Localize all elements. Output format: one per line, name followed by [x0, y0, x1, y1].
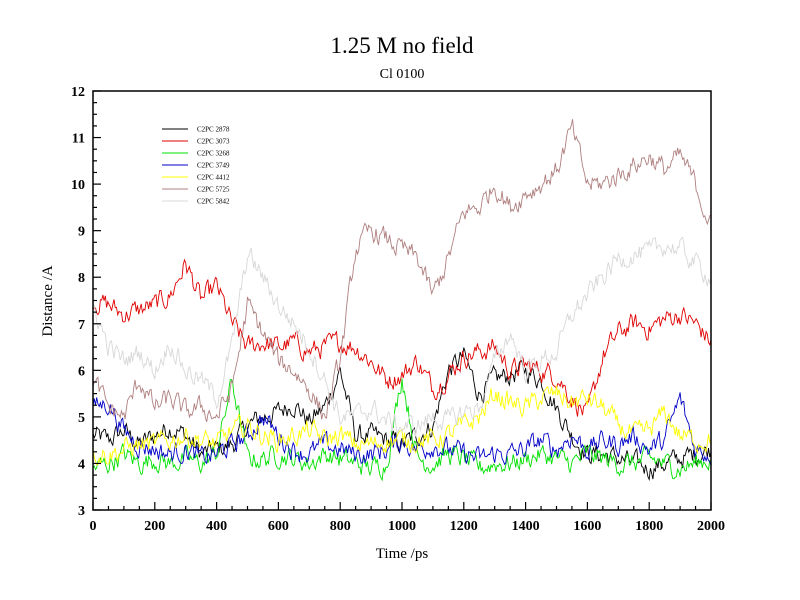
y-axis-ticks: 3 4 5 6 7 8 9 10 11 12: [71, 85, 101, 519]
y-tick-label: 5: [78, 411, 85, 426]
x-tick-label: 2000: [697, 519, 725, 534]
y-tick-label: 9: [78, 225, 85, 240]
series-line-c2pc-5725: [92, 119, 712, 423]
legend-label: C2PC 3749: [197, 162, 230, 170]
chart-title: 1.25 M no field: [330, 33, 474, 58]
y-tick-label: 3: [78, 504, 85, 519]
x-axis-ticks: 0 200 400 600 800 1000 1200 1400 1600 1800 2000: [90, 502, 725, 534]
x-tick-label: 1200: [450, 519, 478, 534]
x-tick-label: 1400: [512, 519, 540, 534]
legend-label: C2PC 5842: [197, 198, 230, 206]
series-line-c2pc-4412: [92, 385, 712, 466]
legend-label: C2PC 5725: [197, 186, 230, 194]
y-tick-label: 10: [71, 178, 85, 193]
y-tick-label: 11: [72, 132, 85, 147]
x-tick-label: 1600: [573, 519, 601, 534]
x-tick-label: 200: [144, 519, 165, 534]
y-tick-label: 7: [78, 318, 85, 333]
legend-label: C2PC 3073: [197, 138, 230, 146]
x-tick-label: 1800: [635, 519, 663, 534]
y-tick-label: 6: [78, 364, 85, 379]
chart-subtitle: Cl 0100: [380, 67, 425, 82]
x-tick-label: 1000: [388, 519, 416, 534]
y-tick-label: 12: [71, 85, 85, 100]
legend-label: C2PC 2878: [197, 126, 230, 134]
x-axis-label: Time /ps: [376, 546, 429, 562]
x-tick-label: 800: [330, 519, 351, 534]
y-tick-label: 4: [78, 457, 85, 472]
y-axis-label: Distance /A: [40, 265, 56, 336]
y-tick-label: 8: [78, 271, 85, 286]
series-line-c2pc-3749: [92, 392, 712, 466]
series-line-c2pc-3073: [92, 258, 712, 417]
legend: C2PC 2878 C2PC 3073 C2PC 3268 C2PC 3749 C2PC…: [162, 126, 230, 206]
series-line-c2pc-2878: [92, 347, 712, 482]
series-line-c2pc-5842: [92, 236, 712, 437]
series-lines: [92, 119, 712, 482]
x-tick-label: 0: [90, 519, 97, 534]
legend-label: C2PC 3268: [197, 150, 230, 158]
legend-label: C2PC 4412: [197, 174, 230, 182]
x-tick-label: 400: [206, 519, 227, 534]
x-tick-label: 600: [268, 519, 289, 534]
series-line-c2pc-3268: [92, 378, 712, 482]
